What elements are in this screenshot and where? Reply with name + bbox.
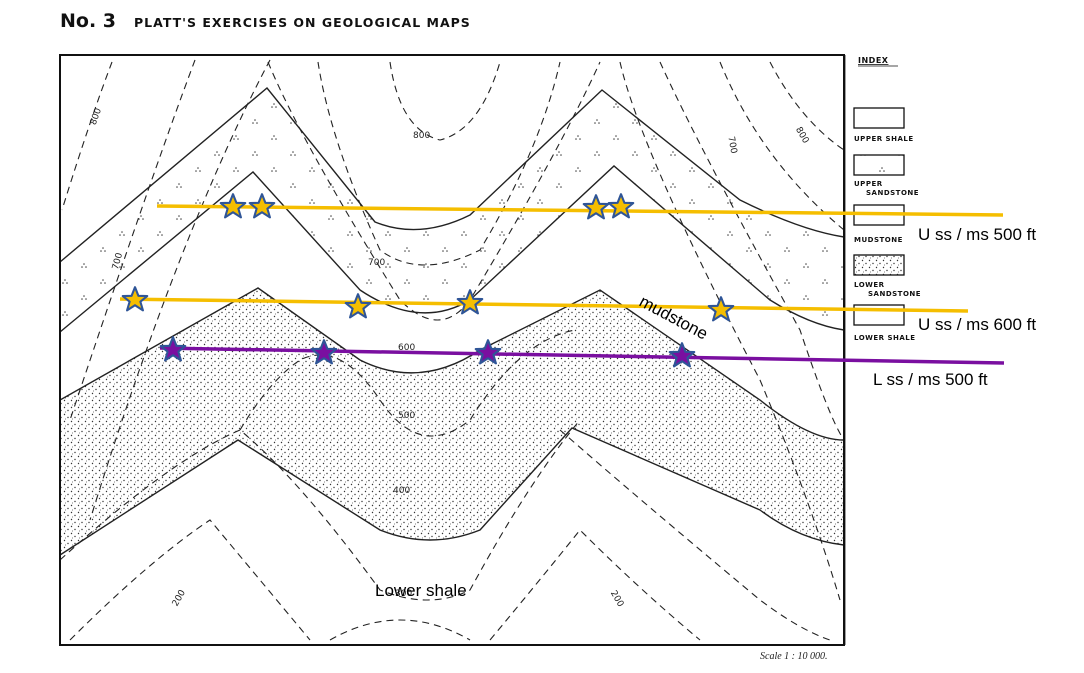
strike-line-lower-500 xyxy=(159,346,1005,365)
svg-text:800: 800 xyxy=(89,107,104,127)
star-icon xyxy=(248,193,276,219)
map-body: 800 800 700 700 600 500 400 300 200 200 … xyxy=(60,59,844,641)
strike-line-upper-500 xyxy=(156,204,1004,217)
lower-sandstone-band xyxy=(60,288,844,555)
star-icon xyxy=(344,293,372,319)
svg-text:300: 300 xyxy=(395,589,412,599)
svg-text:INDEX: INDEX xyxy=(858,56,889,65)
star-icon xyxy=(607,193,635,219)
legend-mudstone: MUDSTONE xyxy=(853,204,905,244)
svg-text:800: 800 xyxy=(413,131,430,141)
svg-text:MUDSTONE: MUDSTONE xyxy=(854,236,903,244)
upper-sandstone-band xyxy=(60,88,844,332)
map-frame xyxy=(59,54,845,646)
svg-text:700: 700 xyxy=(725,136,738,155)
svg-text:700: 700 xyxy=(368,258,385,268)
exercise-title: PLATT'S EXERCISES ON GEOLOGICAL MAPS xyxy=(134,15,471,30)
svg-text:500: 500 xyxy=(398,411,415,421)
star-icon xyxy=(219,193,247,219)
label-lower-shale: Lower shale xyxy=(375,581,467,600)
map-scale: Scale 1 : 10 000. xyxy=(760,651,828,662)
topographic-contours xyxy=(60,59,844,641)
legend-upper-shale: UPPER SHALE xyxy=(853,107,914,143)
svg-text:800: 800 xyxy=(793,126,810,146)
star-icon xyxy=(707,296,735,322)
svg-text:600: 600 xyxy=(398,343,415,353)
label-upper-600: U ss / ms 600 ft xyxy=(918,315,1036,334)
svg-text:SANDSTONE: SANDSTONE xyxy=(866,189,919,197)
star-icon xyxy=(121,286,149,312)
label-upper-500: U ss / ms 500 ft xyxy=(918,225,1036,244)
legend-upper-sandstone: UPPER SANDSTONE xyxy=(853,154,919,197)
strike-lines xyxy=(119,204,1005,365)
strike-line-upper-600 xyxy=(119,297,969,313)
svg-text:SANDSTONE: SANDSTONE xyxy=(868,290,921,298)
svg-text:LOWER: LOWER xyxy=(854,281,885,289)
legend-lower-sandstone: LOWER SANDSTONE xyxy=(853,254,921,298)
exercise-number: No. 3 xyxy=(60,10,117,32)
svg-text:UPPER SHALE: UPPER SHALE xyxy=(854,135,914,143)
svg-text:UPPER: UPPER xyxy=(854,180,883,188)
svg-text:700: 700 xyxy=(111,251,125,270)
svg-text:LOWER SHALE: LOWER SHALE xyxy=(854,334,916,342)
svg-text:200: 200 xyxy=(608,589,625,609)
svg-text:400: 400 xyxy=(393,486,410,496)
star-icon xyxy=(582,194,610,220)
label-lower-500: L ss / ms 500 ft xyxy=(873,370,988,389)
legend-index: INDEX UPPER SHALE UPPER SANDSTONE MUDSTO… xyxy=(844,55,921,645)
svg-text:200: 200 xyxy=(171,588,188,608)
map-header: No. 3 PLATT'S EXERCISES ON GEOLOGICAL MA… xyxy=(60,10,471,32)
